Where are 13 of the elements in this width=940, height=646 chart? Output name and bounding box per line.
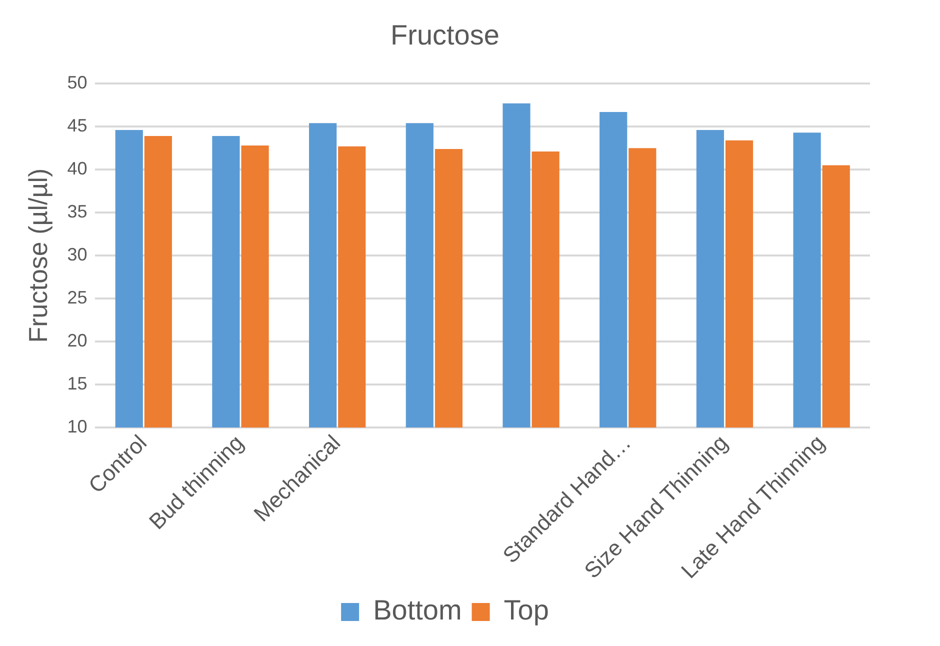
y-axis-title: Fructose (µl/µl) — [22, 168, 53, 343]
legend-label: Bottom — [373, 594, 462, 626]
y-tick-label: 10 — [67, 416, 88, 437]
legend-label: Top — [504, 594, 549, 626]
y-tick-label: 45 — [67, 116, 88, 136]
chart-title: Fructose — [390, 20, 500, 51]
y-tick-label: 20 — [67, 330, 88, 351]
y-tick-label: 25 — [67, 288, 88, 308]
y-tick-label: 15 — [67, 374, 88, 394]
y-tick-label: 30 — [67, 244, 88, 265]
y-tick-label: 35 — [67, 202, 88, 222]
y-tick-label: 50 — [67, 72, 88, 93]
y-tick-label: 40 — [67, 158, 88, 179]
